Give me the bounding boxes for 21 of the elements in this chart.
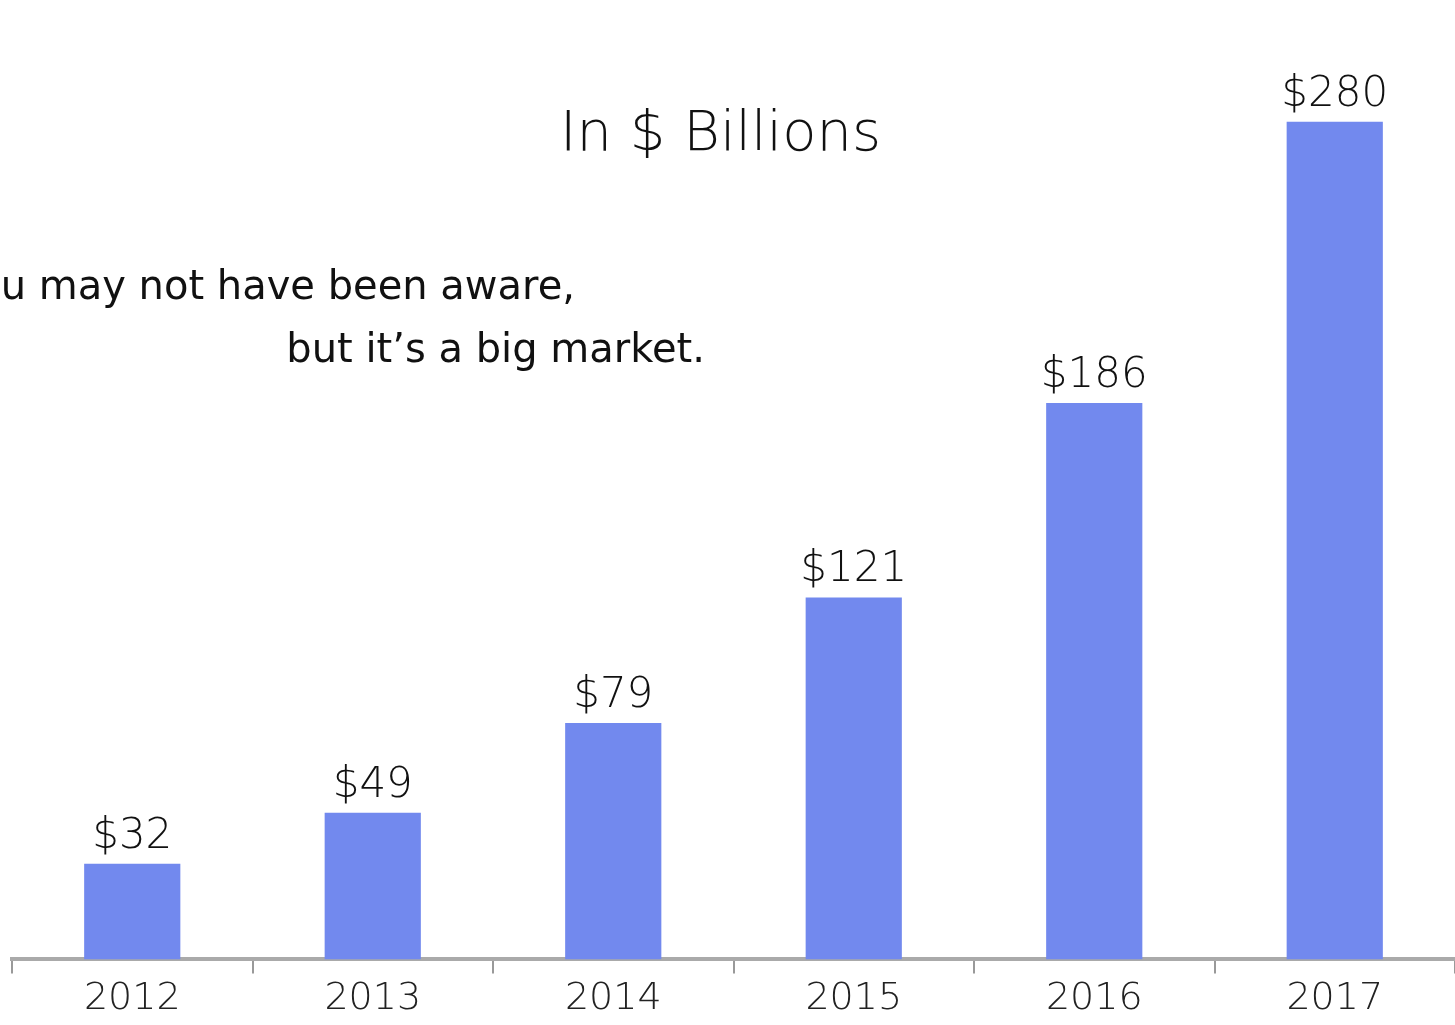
data-label: $49 — [332, 757, 413, 807]
x-tick-label: 2014 — [564, 974, 662, 1019]
x-tick-label: 2012 — [83, 974, 181, 1019]
annotation: but it’s a big market. — [286, 325, 705, 371]
data-label: $121 — [800, 542, 908, 592]
annotation: u may not have been aware, — [0, 262, 575, 308]
data-label: $79 — [573, 667, 654, 717]
data-label: $280 — [1281, 66, 1389, 116]
x-tick-label: 2015 — [805, 974, 903, 1019]
bar — [805, 597, 902, 960]
x-tick-label: 2016 — [1045, 974, 1143, 1019]
bar — [1046, 403, 1143, 960]
bar — [84, 863, 181, 960]
data-label: $186 — [1040, 347, 1148, 397]
x-tick-label: 2017 — [1286, 974, 1384, 1019]
bar — [324, 812, 421, 960]
bar — [565, 723, 662, 960]
data-label: $32 — [92, 808, 173, 858]
chart-title: In $ Billions — [560, 98, 882, 163]
bar — [1286, 121, 1383, 960]
x-tick-label: 2013 — [324, 974, 422, 1019]
